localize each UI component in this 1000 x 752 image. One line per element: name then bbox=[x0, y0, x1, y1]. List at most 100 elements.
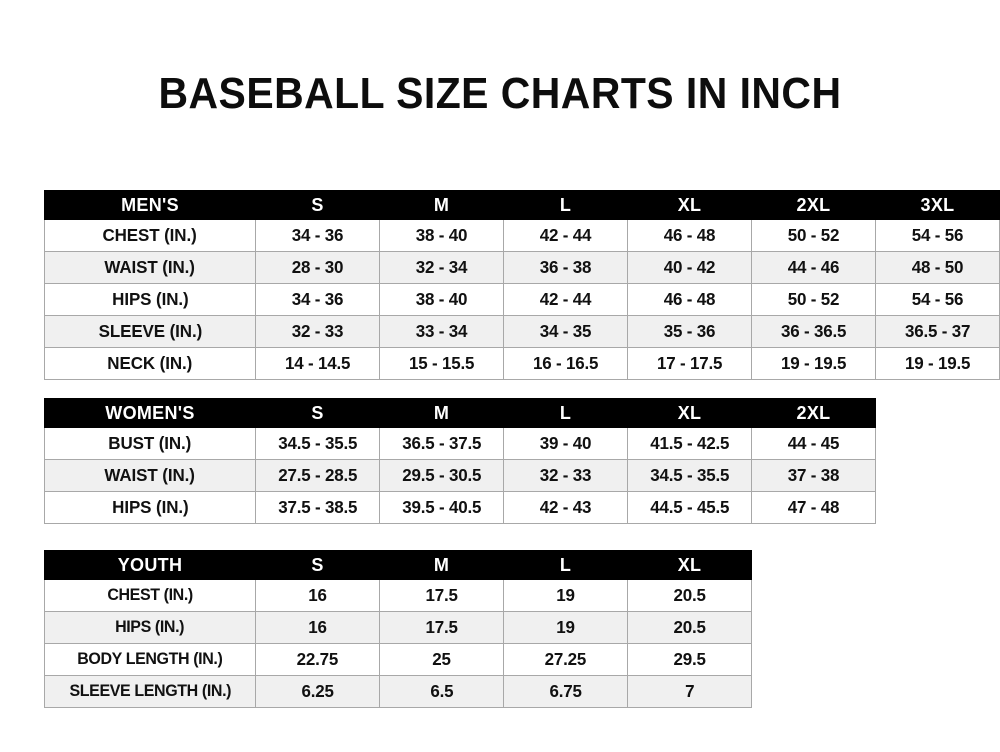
measurement-value: 17.5 bbox=[379, 611, 504, 644]
measurement-value: 34 - 36 bbox=[255, 219, 380, 252]
size-column-header-l: L bbox=[503, 190, 628, 220]
measurement-value-text: 39.5 - 40.5 bbox=[401, 497, 482, 517]
measurement-value: 17 - 17.5 bbox=[627, 347, 752, 380]
measurement-value: 36.5 - 37 bbox=[875, 315, 1000, 348]
measurement-value: 48 - 50 bbox=[875, 251, 1000, 284]
youth-size-table: YOUTH S M L XL CHEST (IN.) 16 17.5 19 20.5 HIPS (I… bbox=[44, 550, 752, 708]
size-column-header-l: L bbox=[503, 398, 628, 428]
measurement-value-text: 19 bbox=[556, 585, 575, 605]
measurement-value: 22.75 bbox=[255, 643, 380, 676]
table-row: SLEEVE (IN.) 32 - 33 33 - 34 34 - 35 35 - 36… bbox=[44, 315, 1000, 348]
table-category-header: YOUTH bbox=[44, 550, 256, 580]
measurement-value-text: 14 - 14.5 bbox=[284, 353, 351, 373]
measurement-value: 16 bbox=[255, 611, 380, 644]
measurement-value: 42 - 43 bbox=[503, 491, 628, 524]
measurement-label: WAIST (IN.) bbox=[44, 251, 256, 284]
measurement-label: HIPS (IN.) bbox=[44, 283, 256, 316]
measurement-value: 42 - 44 bbox=[503, 219, 628, 252]
measurement-value: 54 - 56 bbox=[875, 283, 1000, 316]
size-column-header-xl: XL bbox=[627, 550, 752, 580]
measurement-value-text: 32 - 33 bbox=[539, 465, 592, 485]
measurement-value-text: 20.5 bbox=[673, 585, 706, 605]
measurement-value: 29.5 bbox=[627, 643, 752, 676]
measurement-value-text: 47 - 48 bbox=[787, 497, 840, 517]
measurement-value-text: 6.5 bbox=[429, 681, 454, 701]
measurement-value: 32 - 33 bbox=[503, 459, 628, 492]
table-header-row: YOUTH S M L XL bbox=[44, 550, 752, 580]
measurement-value: 44.5 - 45.5 bbox=[627, 491, 752, 524]
measurement-value-text: 40 - 42 bbox=[663, 257, 716, 277]
measurement-value-text: 32 - 33 bbox=[291, 321, 344, 341]
measurement-value: 35 - 36 bbox=[627, 315, 752, 348]
measurement-value-text: 36 - 36.5 bbox=[780, 321, 847, 341]
measurement-value: 32 - 33 bbox=[255, 315, 380, 348]
measurement-value-text: 41.5 - 42.5 bbox=[649, 433, 730, 453]
measurement-value-text: 44 - 45 bbox=[787, 433, 840, 453]
measurement-label: CHEST (IN.) bbox=[44, 579, 256, 612]
table-row: SLEEVE LENGTH (IN.) 6.25 6.5 6.75 7 bbox=[44, 675, 752, 708]
measurement-value-text: 38 - 40 bbox=[415, 225, 468, 245]
table-row: NECK (IN.) 14 - 14.5 15 - 15.5 16 - 16.5 17 … bbox=[44, 347, 1000, 380]
size-column-header-2xl: 2XL bbox=[751, 190, 876, 220]
measurement-value: 17.5 bbox=[379, 579, 504, 612]
table-row: BODY LENGTH (IN.) 22.75 25 27.25 29.5 bbox=[44, 643, 752, 676]
measurement-value: 36.5 - 37.5 bbox=[379, 427, 504, 460]
size-column-header-xl: XL bbox=[627, 190, 752, 220]
table-row: HIPS (IN.) 16 17.5 19 20.5 bbox=[44, 611, 752, 644]
measurement-value-text: 37.5 - 38.5 bbox=[277, 497, 358, 517]
table-row: HIPS (IN.) 37.5 - 38.5 39.5 - 40.5 42 - 43 4… bbox=[44, 491, 876, 524]
measurement-label-text: BODY LENGTH (IN.) bbox=[77, 650, 223, 668]
measurement-label: SLEEVE LENGTH (IN.) bbox=[44, 675, 256, 708]
measurement-value: 46 - 48 bbox=[627, 283, 752, 316]
measurement-value: 28 - 30 bbox=[255, 251, 380, 284]
size-column-header-3xl: 3XL bbox=[875, 190, 1000, 220]
size-column-header-m: M bbox=[379, 190, 504, 220]
measurement-value: 6.5 bbox=[379, 675, 504, 708]
measurement-value-text: 42 - 44 bbox=[539, 289, 592, 309]
table-row: HIPS (IN.) 34 - 36 38 - 40 42 - 44 46 - 48 50… bbox=[44, 283, 1000, 316]
measurement-value: 38 - 40 bbox=[379, 283, 504, 316]
measurement-label: BODY LENGTH (IN.) bbox=[44, 643, 256, 676]
measurement-value: 29.5 - 30.5 bbox=[379, 459, 504, 492]
table-header-row: WOMEN'S S M L XL 2XL bbox=[44, 398, 876, 428]
measurement-value-text: 54 - 56 bbox=[911, 225, 964, 245]
measurement-value: 33 - 34 bbox=[379, 315, 504, 348]
measurement-value-text: 35 - 36 bbox=[663, 321, 716, 341]
measurement-value: 19 - 19.5 bbox=[875, 347, 1000, 380]
table-row: CHEST (IN.) 34 - 36 38 - 40 42 - 44 46 - 48 5… bbox=[44, 219, 1000, 252]
measurement-value-text: 17.5 bbox=[425, 585, 458, 605]
measurement-value: 50 - 52 bbox=[751, 219, 876, 252]
measurement-value-text: 19 - 19.5 bbox=[904, 353, 971, 373]
measurement-value: 32 - 34 bbox=[379, 251, 504, 284]
measurement-value-text: 27.5 - 28.5 bbox=[277, 465, 358, 485]
measurement-value: 34 - 35 bbox=[503, 315, 628, 348]
size-column-header-m: M bbox=[379, 550, 504, 580]
measurement-value: 50 - 52 bbox=[751, 283, 876, 316]
measurement-value-text: 42 - 43 bbox=[539, 497, 592, 517]
measurement-label-text: WAIST (IN.) bbox=[104, 257, 196, 277]
measurement-value-text: 34.5 - 35.5 bbox=[649, 465, 730, 485]
measurement-value: 34 - 36 bbox=[255, 283, 380, 316]
measurement-label-text: BUST (IN.) bbox=[108, 433, 192, 453]
size-column-header-2xl: 2XL bbox=[751, 398, 876, 428]
measurement-value-text: 29.5 - 30.5 bbox=[401, 465, 482, 485]
measurement-value: 25 bbox=[379, 643, 504, 676]
measurement-label-text: NECK (IN.) bbox=[107, 353, 193, 373]
measurement-value-text: 6.25 bbox=[301, 681, 334, 701]
measurement-value-text: 34 - 36 bbox=[291, 225, 344, 245]
measurement-value: 40 - 42 bbox=[627, 251, 752, 284]
measurement-value: 16 - 16.5 bbox=[503, 347, 628, 380]
measurement-value-text: 25 bbox=[432, 649, 451, 669]
measurement-value-text: 16 bbox=[308, 585, 327, 605]
measurement-value-text: 50 - 52 bbox=[787, 289, 840, 309]
measurement-value: 20.5 bbox=[627, 579, 752, 612]
measurement-value: 38 - 40 bbox=[379, 219, 504, 252]
measurement-value-text: 54 - 56 bbox=[911, 289, 964, 309]
measurement-label-text: CHEST (IN.) bbox=[107, 586, 193, 604]
measurement-label: SLEEVE (IN.) bbox=[44, 315, 256, 348]
measurement-value: 20.5 bbox=[627, 611, 752, 644]
measurement-value-text: 36 - 38 bbox=[539, 257, 592, 277]
measurement-value-text: 17 - 17.5 bbox=[656, 353, 723, 373]
size-column-header-s: S bbox=[255, 398, 380, 428]
measurement-value-text: 42 - 44 bbox=[539, 225, 592, 245]
